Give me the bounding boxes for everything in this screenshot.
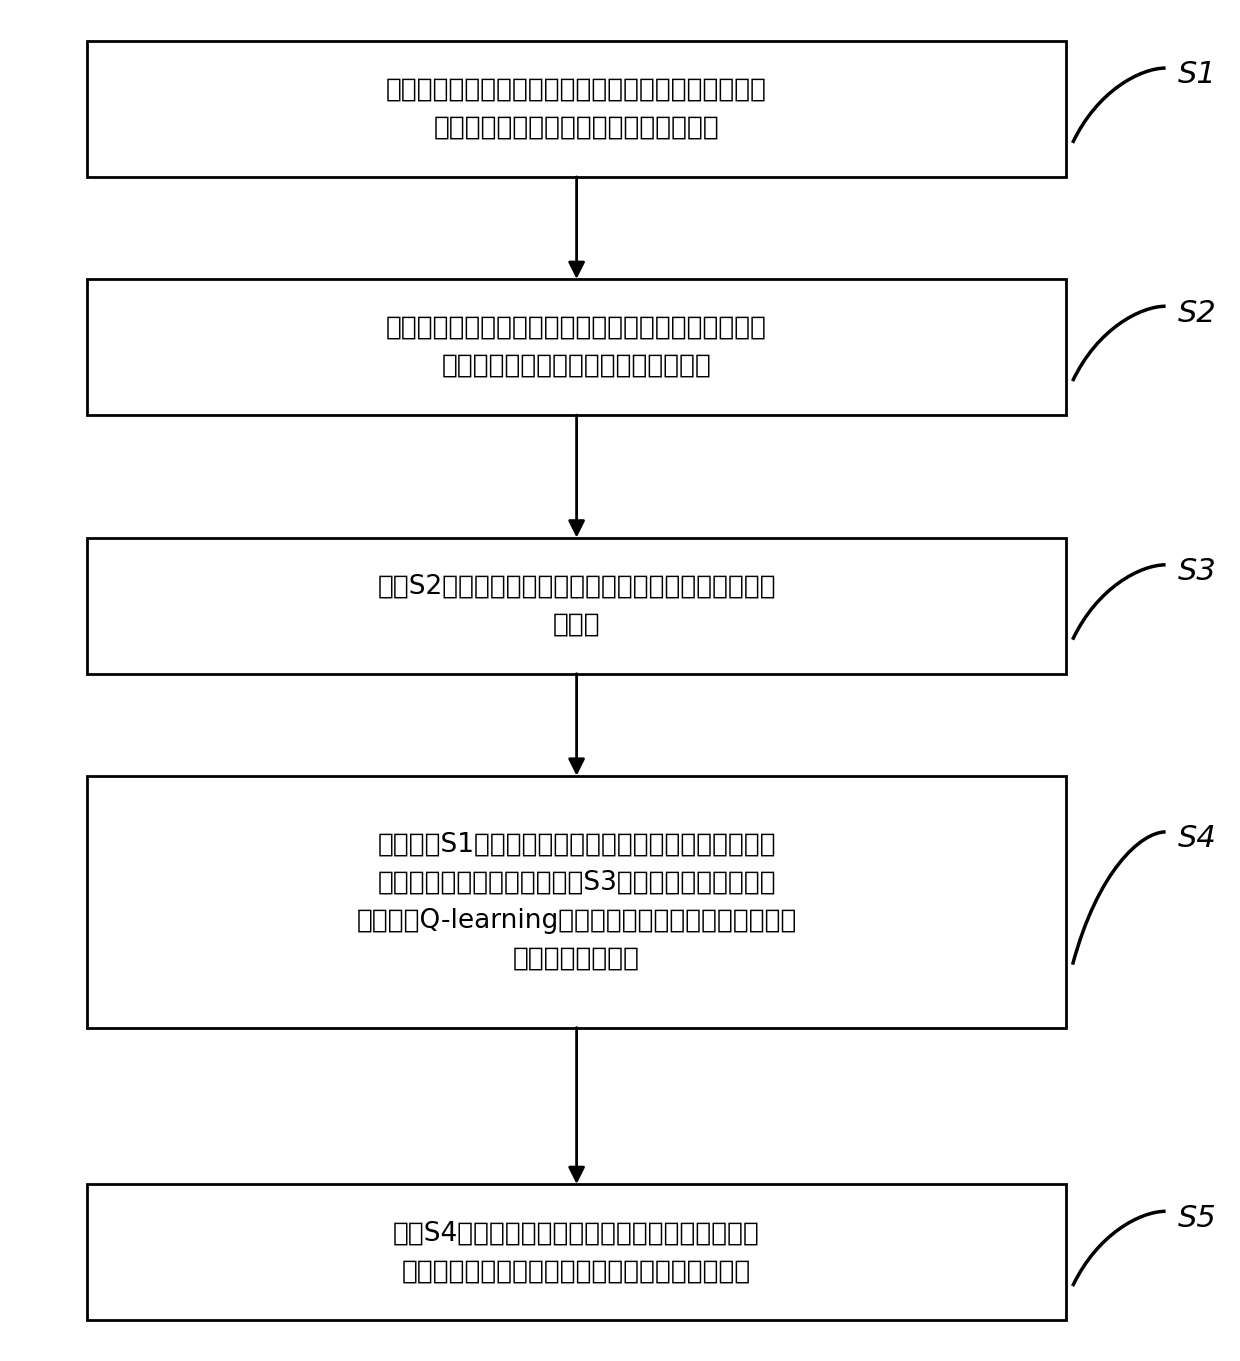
Text: S3: S3	[1178, 557, 1216, 587]
Bar	[87, 279, 1066, 415]
Text: 根据步骤S1所述的过去一段时间接入该充电站内所有车
辆的历史充电情况数据、步骤S3的资源分配模型，采用
强化学习Q-learning算法对不同充电类型的车辆按时: 根据步骤S1所述的过去一段时间接入该充电站内所有车 辆的历史充电情况数据、步骤S…	[356, 832, 797, 972]
Text: 针对S2所述的充电调度时间窗口，建立充电桩资源分配
模型；: 针对S2所述的充电调度时间窗口，建立充电桩资源分配 模型；	[377, 573, 776, 638]
Bar	[87, 776, 1066, 1028]
Text: S1: S1	[1178, 60, 1216, 90]
Text: S2: S2	[1178, 298, 1216, 328]
Bar	[87, 538, 1066, 674]
Text: 根据意向接入该充电站的车辆与空闲充电桩之间的资源
竞争程度确定充电调度时间窗口大小；: 根据意向接入该充电站的车辆与空闲充电桩之间的资源 竞争程度确定充电调度时间窗口大…	[386, 314, 768, 380]
Text: 基于S4的充电桩分配方案，根据行驶模式下电动汽
车的动态到达设计车辆的充电类型智能切换策略。: 基于S4的充电桩分配方案，根据行驶模式下电动汽 车的动态到达设计车辆的充电类型智…	[393, 1219, 760, 1285]
Text: 采集和处理充电站内的电力数据和过去一段时间接入该
充电站内所有车辆的历史充电情况数据；: 采集和处理充电站内的电力数据和过去一段时间接入该 充电站内所有车辆的历史充电情况…	[386, 76, 768, 142]
Text: S5: S5	[1178, 1203, 1216, 1233]
Text: S4: S4	[1178, 825, 1216, 853]
Bar	[87, 1184, 1066, 1320]
Bar	[87, 41, 1066, 177]
